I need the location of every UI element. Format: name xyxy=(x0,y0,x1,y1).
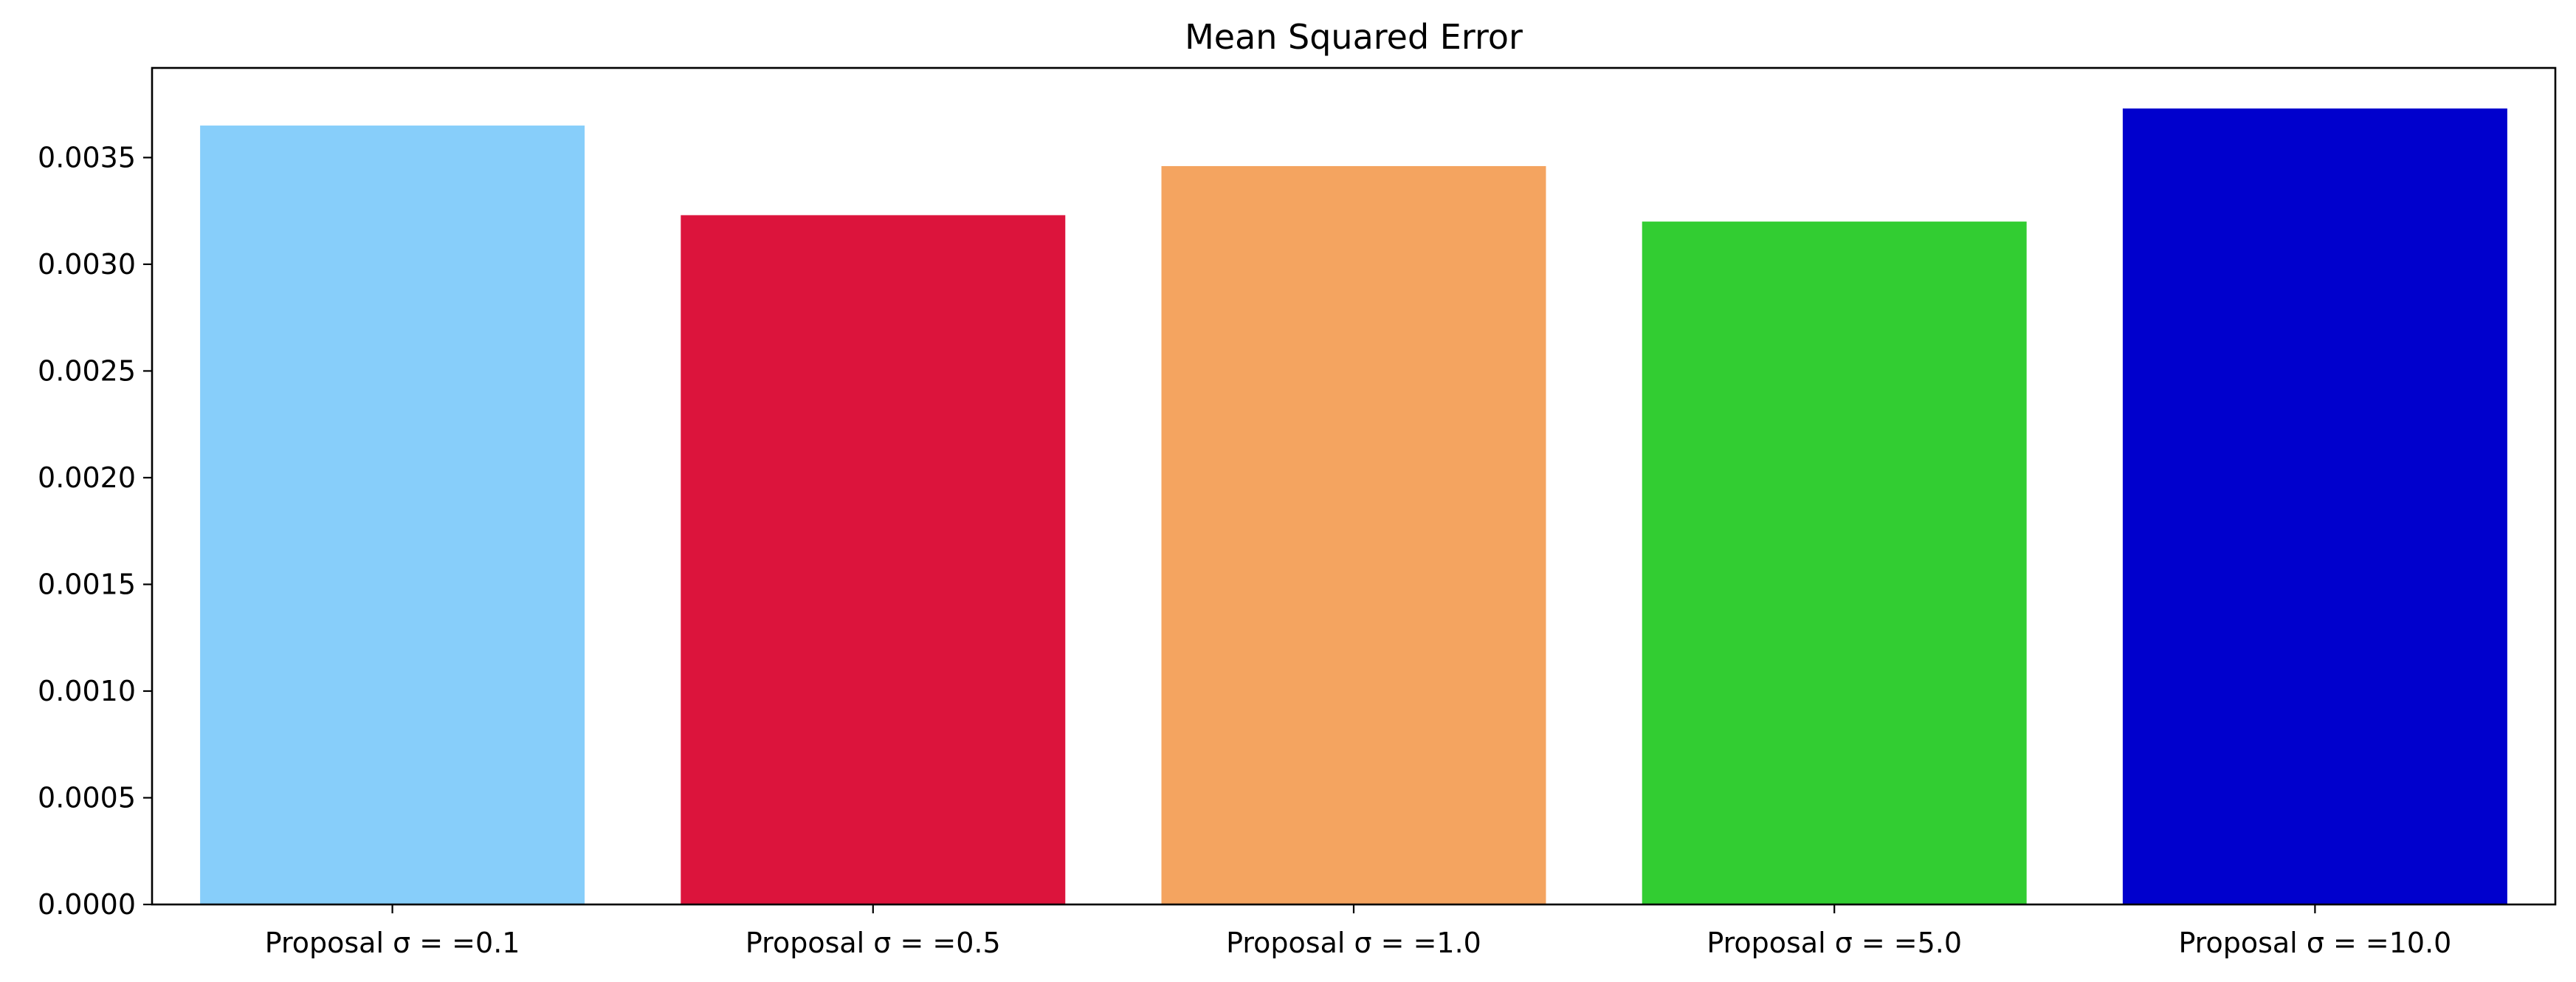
bar-4 xyxy=(1642,222,2027,904)
y-tick-label: 0.0020 xyxy=(38,461,136,494)
x-tick-label: Proposal σ = =0.1 xyxy=(265,927,520,959)
x-tick-label: Proposal σ = =1.0 xyxy=(1226,927,1481,959)
y-tick-label: 0.0010 xyxy=(38,675,136,707)
bar-5 xyxy=(2122,108,2507,905)
x-tick-label: Proposal σ = =5.0 xyxy=(1707,927,1962,959)
y-tick-label: 0.0000 xyxy=(38,888,136,921)
y-tick-label: 0.0030 xyxy=(38,248,136,281)
chart-title: Mean Squared Error xyxy=(1185,17,1523,57)
x-tick-label: Proposal σ = =0.5 xyxy=(745,927,1001,959)
y-tick-label: 0.0025 xyxy=(38,354,136,387)
x-tick-label: Proposal σ = =10.0 xyxy=(2178,927,2451,959)
y-axis: 0.0000 0.0005 0.0010 0.0015 0.0020 0.0025 0.00… xyxy=(38,141,152,921)
x-axis: Proposal σ = =0.1 Proposal σ = =0.5 Propos… xyxy=(265,904,2451,959)
bar-3 xyxy=(1161,165,1546,904)
bar-1 xyxy=(200,126,585,904)
plot-frame xyxy=(151,66,2557,906)
y-tick-label: 0.0035 xyxy=(38,141,136,174)
y-tick-label: 0.0015 xyxy=(38,568,136,600)
y-tick-label: 0.0005 xyxy=(38,781,136,814)
bar-2 xyxy=(681,215,1066,904)
bars-group xyxy=(200,108,2507,905)
